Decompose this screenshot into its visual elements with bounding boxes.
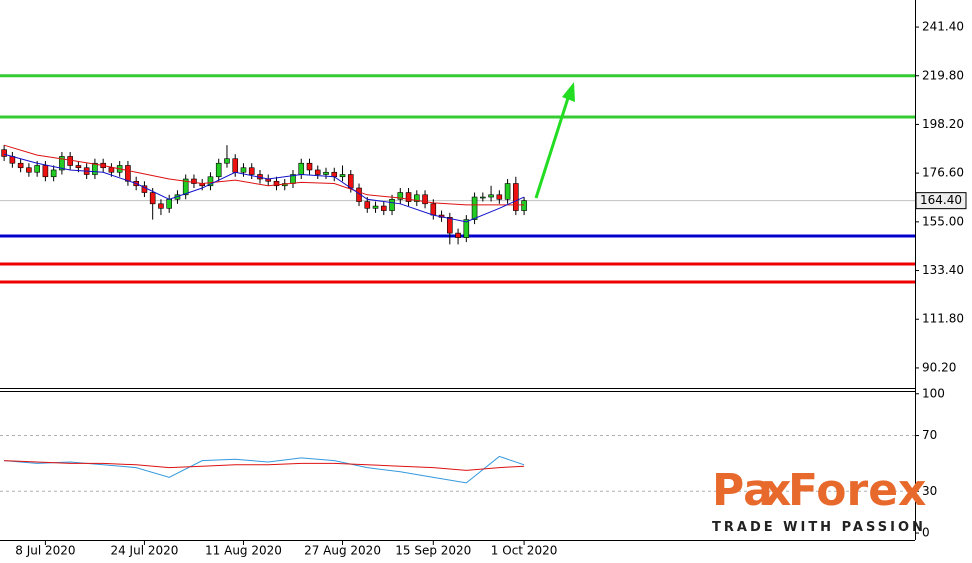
y-tick-label: 198.20	[922, 117, 964, 131]
arrow-head	[562, 82, 575, 102]
candle-body	[149, 192, 156, 205]
candle-body	[26, 167, 32, 173]
candle-body	[240, 167, 247, 173]
y-tick-label: 241.40	[922, 20, 964, 34]
candle-body	[488, 194, 494, 198]
indicator-line	[4, 460, 525, 471]
y-tick-label: 219.80	[922, 68, 964, 82]
candle-body	[191, 178, 197, 184]
candle-body	[496, 194, 503, 200]
candle-body	[339, 174, 346, 178]
last-price-label: 164.40	[920, 193, 962, 207]
logo-text: Forex	[788, 465, 926, 516]
candle-body	[430, 203, 437, 216]
forecast-arrow	[534, 82, 575, 199]
y-tick-label: 155.00	[922, 214, 964, 228]
candle-body	[1, 149, 7, 157]
candle-body	[364, 201, 371, 209]
candle-body	[207, 176, 214, 187]
y-tick-label: 70	[922, 428, 937, 442]
candle-body	[224, 158, 230, 164]
y-tick-label: 100	[922, 386, 945, 400]
candle-body	[158, 203, 164, 209]
logo-tagline: TRADE WITH PASSION	[712, 520, 926, 535]
candle-body	[9, 156, 16, 164]
y-tick-label: 0	[922, 526, 930, 540]
x-tick-label: 11 Aug 2020	[205, 544, 282, 558]
arrow-shaft	[534, 97, 570, 199]
candle-body	[471, 196, 478, 220]
candle-body	[50, 169, 57, 178]
x-tick-label: 27 Aug 2020	[304, 544, 381, 558]
candle-body	[306, 162, 313, 171]
candle-body	[166, 198, 172, 209]
y-tick-label: 111.80	[922, 312, 964, 326]
candle-body	[447, 217, 453, 234]
candle-body	[75, 165, 82, 169]
candle-body	[331, 171, 338, 178]
candle-body	[314, 169, 321, 175]
y-tick-label: 30	[922, 484, 937, 498]
candle-body	[92, 162, 98, 175]
candle-body	[182, 178, 189, 196]
candle-body	[372, 205, 379, 209]
logo-text: x	[763, 465, 791, 516]
candle-body	[347, 174, 354, 189]
candle-body	[413, 194, 420, 202]
candle-body	[42, 165, 49, 178]
x-tick-label: 15 Sep 2020	[395, 544, 471, 558]
y-tick-label: 176.60	[922, 166, 964, 180]
candle-body	[389, 198, 395, 211]
last-price-box	[915, 192, 967, 210]
candle-body	[405, 192, 412, 202]
candle-body	[67, 156, 73, 166]
indicator-line	[3, 144, 525, 206]
y-tick-label: 133.40	[922, 263, 964, 277]
candle-body	[513, 183, 519, 211]
candle-body	[125, 165, 131, 182]
x-tick-label: 8 Jul 2020	[15, 544, 75, 558]
candle-body	[298, 162, 305, 175]
indicator-line	[3, 153, 525, 223]
candle-body	[380, 205, 387, 211]
x-tick-label: 24 Jul 2020	[110, 544, 178, 558]
candle-body	[455, 232, 461, 238]
candle-body	[463, 219, 470, 238]
logo-text: Pa	[712, 465, 773, 516]
candle-body	[273, 180, 280, 187]
y-tick-label: 90.20	[922, 360, 956, 374]
candle-body	[34, 165, 40, 173]
candle-body	[480, 196, 486, 199]
logo: Pa x Forex TRADE WITH PASSION	[712, 465, 926, 535]
candle-body	[232, 158, 239, 173]
candle-body	[59, 156, 65, 171]
candle-body	[323, 171, 329, 175]
candle-body	[521, 200, 527, 211]
candle-body	[504, 183, 511, 200]
candle-body	[108, 167, 115, 173]
candle-body	[422, 194, 428, 205]
candle-body	[248, 167, 255, 175]
x-tick-label: 1 Oct 2020	[491, 544, 558, 558]
candle-body	[215, 162, 222, 178]
candle-body	[397, 192, 404, 200]
candle-body	[17, 162, 24, 169]
